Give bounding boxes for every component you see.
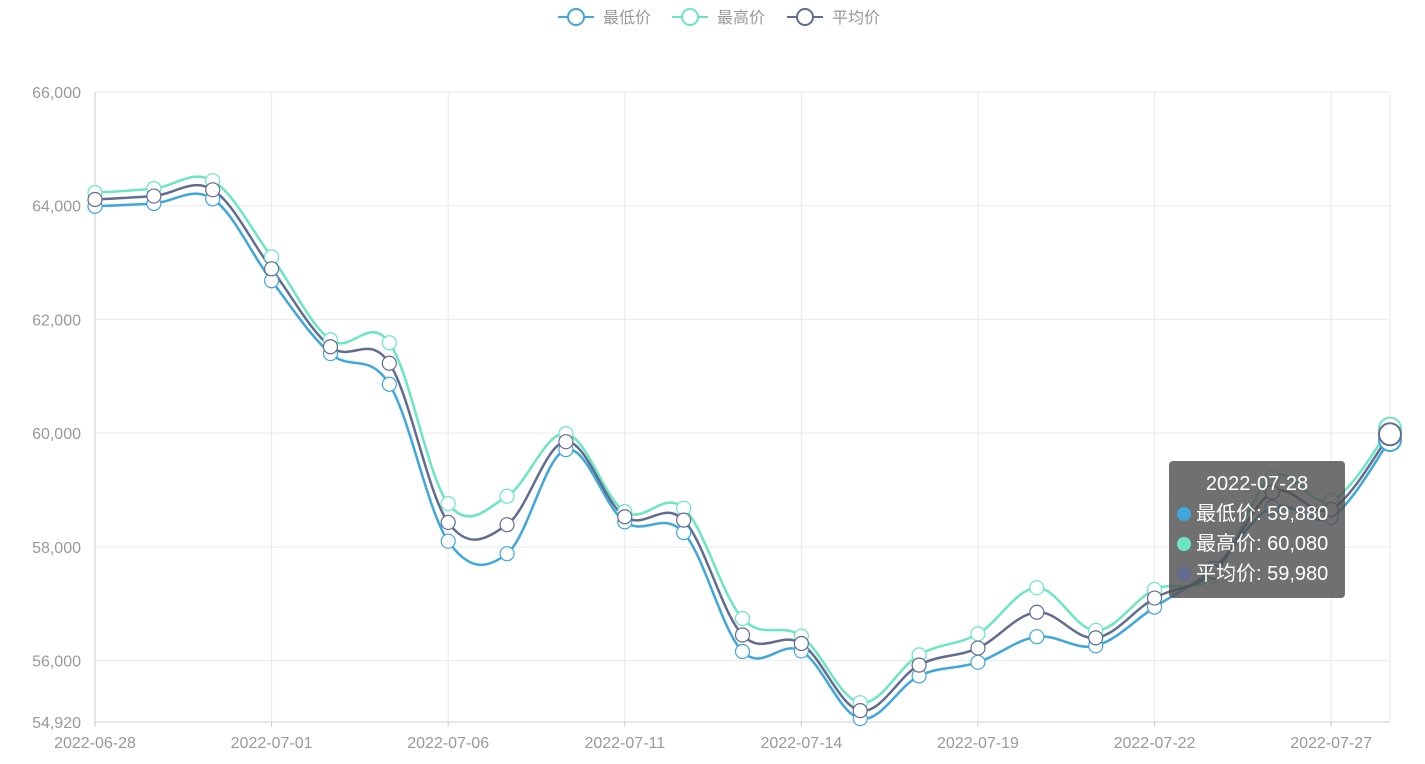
tooltip-label-high: 最高价 [1196,533,1256,555]
legend[interactable]: 最低价 最高价 平均价 [558,8,880,27]
series-3-point[interactable] [322,339,339,355]
series-3-point[interactable] [205,182,221,198]
x-tick-label: 2022-07-01 [231,735,313,752]
tooltip-row-avg: 平均价: 59,980 [1177,559,1345,589]
series-2-point[interactable] [734,610,751,627]
x-tick-label: 2022-06-28 [54,735,136,752]
legend-marker [796,8,814,26]
series-3-point[interactable] [1378,422,1402,447]
y-tick-label: 58,000 [32,540,81,557]
x-tick-label: 2022-07-06 [407,735,489,752]
tooltip-value-low: 59,880 [1267,503,1329,525]
series-3-point[interactable] [1146,590,1163,606]
series-1-point[interactable] [499,546,515,562]
series-3-point[interactable] [381,355,397,371]
series-3-point[interactable] [1029,604,1045,620]
series-3-point[interactable] [852,703,868,719]
series-3-point[interactable] [617,509,633,525]
legend-label: 平均价 [832,9,880,27]
tooltip-label-avg: 平均价 [1196,563,1256,585]
y-tick-label: 54,920 [32,715,81,732]
tooltip-dot-avg [1177,567,1191,581]
axes: 54,920 56,000 58,000 60,000 62,000 64,000 66,0… [32,85,1390,752]
tooltip: 2022-07-28 最低价: 59,880 最高价: 60,080 平均价: … [1169,461,1345,598]
x-tick-label: 2022-07-11 [584,735,665,752]
legend-marker [567,8,585,26]
tooltip-title: 2022-07-28 [1205,473,1309,495]
series-1-point[interactable] [676,525,692,541]
tooltip-dot-high [1177,537,1191,551]
legend-item-3[interactable]: 平均价 [787,8,880,27]
x-tick-label: 2022-07-19 [937,735,1019,752]
tooltip-row-high: 最高价: 60,080 [1177,529,1345,559]
data-points [87,173,1402,727]
series-3-point[interactable] [676,512,692,528]
y-tick-label: 56,000 [32,654,81,671]
y-tick-label: 64,000 [32,199,81,216]
legend-item-2[interactable]: 最高价 [672,8,765,27]
series-3-point[interactable] [146,188,162,204]
series-1-point[interactable] [1029,629,1045,645]
y-tick-label: 66,000 [32,85,81,102]
x-tick-label: 2022-07-22 [1114,735,1196,752]
series-2-point[interactable] [499,488,515,504]
series-2-point[interactable] [381,335,397,351]
series-3-point[interactable] [1088,630,1104,646]
x-tick-label: 2022-07-14 [760,735,842,752]
legend-marker [681,8,699,26]
series-3-point[interactable] [87,191,103,208]
series-1-point[interactable] [381,376,397,392]
y-tick-label: 60,000 [32,426,81,443]
series-2-point[interactable] [440,496,456,512]
legend-item-1[interactable]: 最低价 [558,8,651,27]
tooltip-dot-low [1177,507,1191,521]
tooltip-value-avg: 59,980 [1267,563,1329,585]
tooltip-value-high: 60,080 [1267,533,1329,555]
series-1-point[interactable] [734,643,751,660]
tooltip-label-low: 最低价 [1196,503,1256,525]
x-tick-label: 2022-07-27 [1290,735,1372,752]
series-3-point[interactable] [263,261,280,277]
series-2-point[interactable] [970,626,986,642]
series-3-point[interactable] [793,635,809,652]
series-3-point[interactable] [558,434,574,450]
y-tick-label: 62,000 [32,312,81,329]
legend-label: 最低价 [603,9,651,27]
grid-lines [95,91,1391,722]
series-2-point[interactable] [1029,580,1045,596]
series-3-point[interactable] [440,514,456,531]
series-3-point[interactable] [499,517,515,533]
legend-label: 最高价 [717,9,765,27]
series-1-point[interactable] [970,654,986,670]
series-3-point[interactable] [970,640,986,656]
series-3-point[interactable] [734,627,751,643]
series-3-point[interactable] [911,657,927,673]
tooltip-row-low: 最低价: 59,880 [1177,499,1345,529]
series-1-point[interactable] [440,533,456,549]
